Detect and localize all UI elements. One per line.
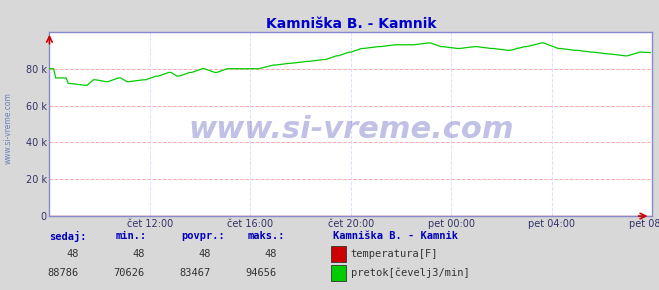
Title: Kamniška B. - Kamnik: Kamniška B. - Kamnik: [266, 17, 436, 31]
Text: min.:: min.:: [115, 231, 146, 241]
Text: 70626: 70626: [114, 268, 145, 278]
Text: www.si-vreme.com: www.si-vreme.com: [188, 115, 514, 144]
Text: sedaj:: sedaj:: [49, 231, 87, 242]
Text: 83467: 83467: [180, 268, 211, 278]
Text: 48: 48: [264, 249, 277, 259]
Text: 48: 48: [67, 249, 79, 259]
Text: www.si-vreme.com: www.si-vreme.com: [4, 92, 13, 164]
Text: maks.:: maks.:: [247, 231, 285, 241]
Text: 94656: 94656: [246, 268, 277, 278]
Text: 48: 48: [198, 249, 211, 259]
Text: 88786: 88786: [48, 268, 79, 278]
Text: temperatura[F]: temperatura[F]: [351, 249, 438, 259]
Text: povpr.:: povpr.:: [181, 231, 225, 241]
Text: Kamniška B. - Kamnik: Kamniška B. - Kamnik: [333, 231, 458, 241]
Text: pretok[čevelj3/min]: pretok[čevelj3/min]: [351, 267, 469, 278]
Text: 48: 48: [132, 249, 145, 259]
